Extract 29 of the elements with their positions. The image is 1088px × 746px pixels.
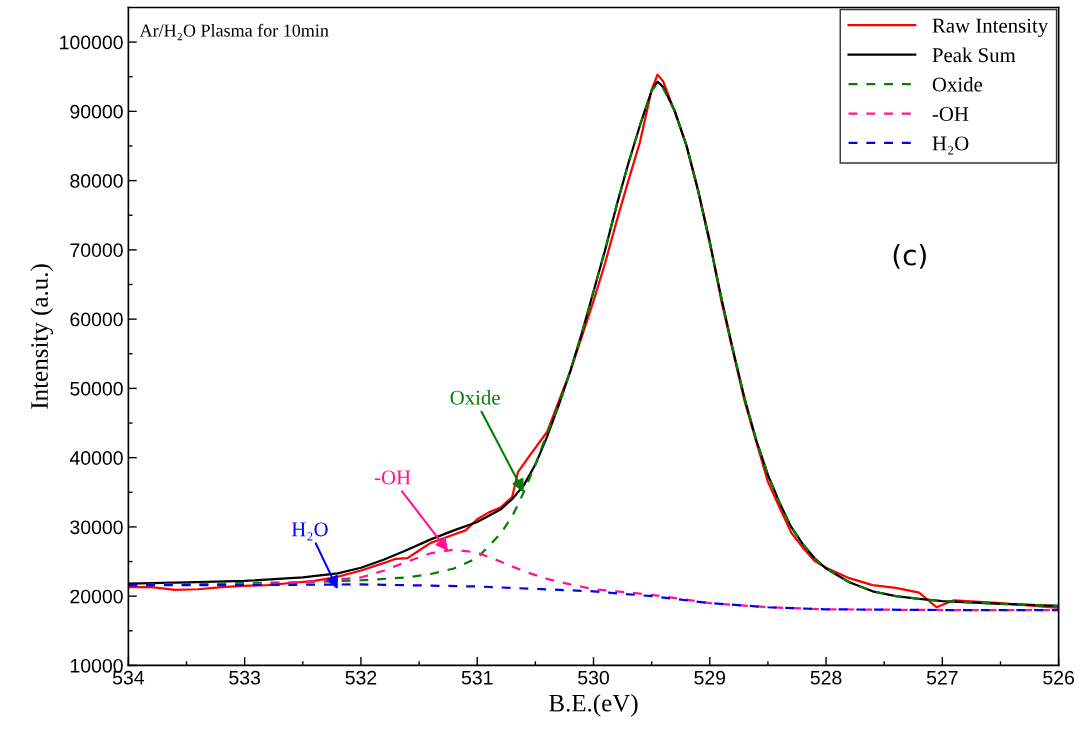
y-tick-label: 40000 <box>69 451 123 465</box>
legend-label: Oxide <box>932 76 983 92</box>
y-tick-label: 70000 <box>70 243 123 258</box>
legend-label: -OH <box>932 107 969 122</box>
annotation: (c) <box>893 244 926 269</box>
y-tick-label: 50000 <box>70 381 123 396</box>
x-tick-label: 527 <box>926 670 958 685</box>
y-tick-label: 100000 <box>60 35 123 50</box>
y-tick-label: 90000 <box>70 104 123 119</box>
annotation: H₂O <box>291 522 328 541</box>
x-tick-label: 531 <box>461 670 493 685</box>
legend-label: H₂O <box>932 136 969 155</box>
x-tick-label: 533 <box>229 670 261 685</box>
legend-label: Raw Intensity <box>932 18 1049 37</box>
annotation: -OH <box>374 470 411 485</box>
x-axis-title: B.E.(eV) <box>549 693 638 717</box>
annotation: Oxide <box>450 390 500 405</box>
x-tick-label: 526 <box>1043 670 1074 685</box>
y-axis-title: Intensity (a.u.) <box>30 264 54 409</box>
x-tick-label: 530 <box>578 670 609 685</box>
x-tick-label: 529 <box>694 670 726 685</box>
y-tick-label: 60000 <box>70 312 123 327</box>
annotation: Ar/H₂O Plasma for 10min <box>139 23 329 41</box>
y-tick-label: 20000 <box>70 589 123 604</box>
x-tick-label: 528 <box>810 670 842 685</box>
y-tick-label: 30000 <box>70 520 123 535</box>
x-tick-label: 532 <box>345 670 377 685</box>
legend-label: Peak Sum <box>932 47 1016 63</box>
y-tick-label: 80000 <box>70 174 123 188</box>
